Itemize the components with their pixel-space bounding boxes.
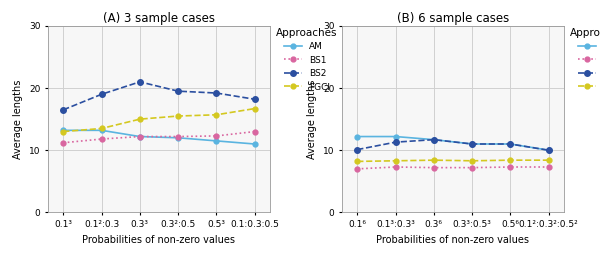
- BS1: [251, 130, 258, 133]
- BS1: [545, 166, 552, 169]
- BS1: [507, 166, 514, 169]
- BS2: [213, 91, 220, 95]
- BS1: [469, 166, 476, 169]
- BS2: [469, 142, 476, 146]
- AM: [98, 129, 105, 132]
- Y-axis label: Average lengths: Average lengths: [13, 80, 23, 159]
- FGCI: [60, 130, 67, 133]
- FGCI: [545, 159, 552, 162]
- Title: (B) 6 sample cases: (B) 6 sample cases: [397, 12, 509, 25]
- AM: [60, 129, 67, 132]
- BS2: [98, 93, 105, 96]
- Line: FGCI: FGCI: [355, 158, 551, 164]
- BS2: [507, 142, 514, 146]
- X-axis label: Probabilities of non-zero values: Probabilities of non-zero values: [83, 235, 235, 244]
- AM: [251, 142, 258, 146]
- Line: AM: AM: [61, 128, 257, 146]
- BS1: [392, 166, 399, 169]
- BS2: [60, 108, 67, 111]
- AM: [392, 135, 399, 138]
- X-axis label: Probabilities of non-zero values: Probabilities of non-zero values: [377, 235, 530, 244]
- AM: [507, 142, 514, 146]
- BS1: [213, 134, 220, 138]
- BS2: [251, 98, 258, 101]
- FGCI: [136, 118, 143, 121]
- Legend: AM, BS1, BS2, FGCI: AM, BS1, BS2, FGCI: [274, 26, 340, 93]
- AM: [175, 136, 182, 139]
- BS1: [60, 141, 67, 144]
- Line: BS1: BS1: [355, 164, 551, 171]
- BS2: [430, 138, 437, 141]
- BS2: [136, 80, 143, 83]
- Y-axis label: Average lengths: Average lengths: [307, 80, 317, 159]
- BS1: [98, 138, 105, 141]
- Legend: AM, BS1, BS2, FGCI: AM, BS1, BS2, FGCI: [568, 26, 600, 93]
- FGCI: [213, 113, 220, 116]
- BS1: [175, 135, 182, 138]
- Line: BS2: BS2: [355, 137, 551, 153]
- AM: [213, 139, 220, 142]
- AM: [469, 142, 476, 146]
- AM: [136, 135, 143, 138]
- Line: FGCI: FGCI: [61, 106, 257, 134]
- FGCI: [175, 114, 182, 118]
- BS2: [545, 149, 552, 152]
- Title: (A) 3 sample cases: (A) 3 sample cases: [103, 12, 215, 25]
- Line: AM: AM: [355, 134, 551, 153]
- BS2: [175, 90, 182, 93]
- BS2: [392, 141, 399, 144]
- BS1: [136, 135, 143, 138]
- AM: [354, 135, 361, 138]
- BS2: [354, 148, 361, 151]
- FGCI: [251, 107, 258, 110]
- AM: [545, 149, 552, 152]
- BS1: [354, 167, 361, 170]
- FGCI: [507, 159, 514, 162]
- FGCI: [469, 159, 476, 162]
- AM: [430, 138, 437, 141]
- Line: BS2: BS2: [61, 79, 257, 113]
- Line: BS1: BS1: [61, 129, 257, 145]
- FGCI: [98, 127, 105, 130]
- BS1: [430, 166, 437, 169]
- FGCI: [430, 159, 437, 162]
- FGCI: [354, 160, 361, 163]
- FGCI: [392, 159, 399, 162]
